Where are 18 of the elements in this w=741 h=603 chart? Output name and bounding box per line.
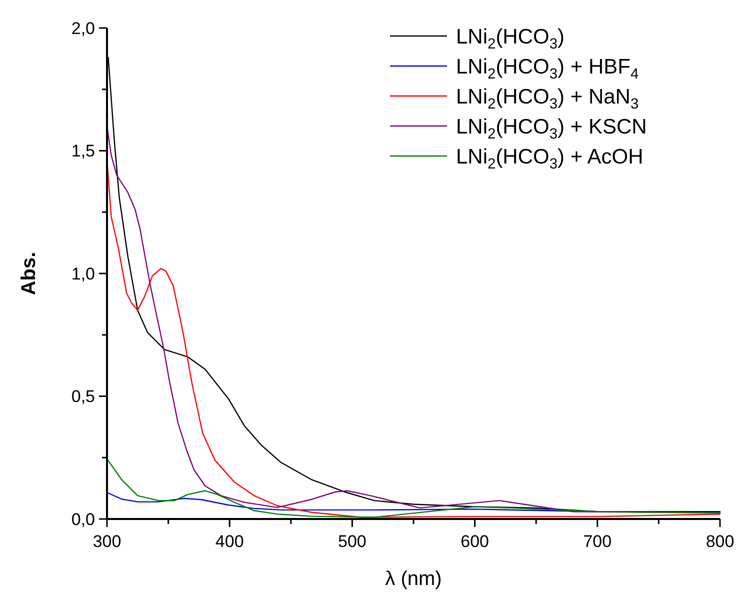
legend-label: LNi$_{2}$(HCO$_{3}$) + AcOH <box>456 145 644 172</box>
legend-label: LNi$_{2}$(HCO$_{3}$) <box>456 25 565 52</box>
y-tick-label: 1,5 <box>71 142 95 161</box>
y-axis-title: Abs. <box>18 252 40 296</box>
x-tick-label: 500 <box>338 532 366 551</box>
legend-label: LNi$_{2}$(HCO$_{3}$) + KSCN <box>456 115 647 142</box>
legend-label: LNi$_{2}$(HCO$_{3}$) + HBF$_{4}$ <box>456 55 639 82</box>
x-axis-title: λ (nm) <box>385 568 442 590</box>
y-tick-label: 2,0 <box>71 18 95 38</box>
x-tick-label: 300 <box>92 532 122 551</box>
x-tick-label: 400 <box>215 532 244 551</box>
legend-label: LNi$_{2}$(HCO$_{3}$) + NaN$_{3}$ <box>456 85 639 112</box>
y-tick-label: 0,5 <box>71 387 95 406</box>
x-tick-label: 600 <box>460 532 489 551</box>
x-tick-label: 700 <box>583 532 612 551</box>
y-tick-label: 0,0 <box>71 510 95 529</box>
x-tick-label: 800 <box>706 532 734 551</box>
y-tick-label: 1,0 <box>71 264 95 284</box>
